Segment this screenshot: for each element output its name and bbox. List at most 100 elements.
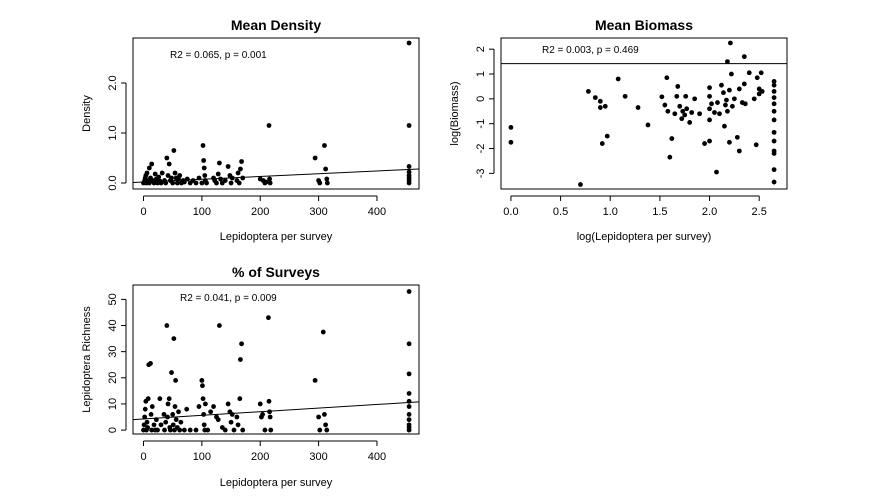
biomass-data-point: [645, 122, 651, 128]
biomass-data-point: [727, 40, 733, 46]
biomass-data-point: [672, 111, 678, 117]
biomass-data-point: [667, 154, 673, 160]
biomass-data-point: [728, 71, 734, 77]
surveys-data-point: [193, 427, 199, 433]
biomass-data-point: [707, 106, 712, 112]
surveys-data-point: [406, 411, 412, 417]
surveys-data-point: [145, 425, 150, 430]
biomass-data-point: [721, 90, 726, 96]
density-data-point: [149, 161, 155, 167]
density-data-point: [200, 143, 206, 148]
density-data-point: [239, 159, 244, 164]
biomass-data-point: [723, 102, 728, 108]
density-data-point: [174, 180, 180, 186]
surveys-data-point: [151, 422, 157, 428]
surveys-data-point: [231, 427, 237, 433]
biomass-data-point: [674, 93, 680, 99]
density-x-tick-label: 200: [251, 206, 269, 218]
biomass-y-tick-label: 2: [475, 46, 487, 52]
density-data-point: [169, 175, 174, 181]
biomass-data-point: [635, 105, 641, 110]
surveys-data-point: [267, 414, 273, 420]
surveys-data-point: [222, 427, 228, 433]
biomass-data-point: [771, 117, 777, 123]
density-data-point: [181, 179, 187, 185]
biomass-data-point: [717, 111, 722, 117]
surveys-data-point: [406, 417, 412, 423]
surveys-data-point: [177, 427, 183, 433]
biomass-data-point: [597, 105, 603, 110]
density-regression-annotation: R2 = 0.065, p = 0.001: [170, 50, 267, 61]
density-data-point: [146, 165, 152, 171]
density-data-point: [312, 155, 318, 161]
surveys-y-tick-label: 50: [107, 293, 119, 305]
density-data-point: [236, 180, 242, 186]
density-fit-line: [132, 168, 420, 183]
biomass-data-point: [677, 103, 683, 109]
surveys-data-point: [184, 406, 190, 412]
surveys-data-point: [266, 315, 271, 321]
biomass-title: Mean Biomass: [595, 17, 693, 33]
density-data-point: [164, 155, 170, 161]
biomass-data-point: [707, 85, 712, 91]
biomass-data-point: [707, 138, 712, 144]
biomass-data-point: [659, 94, 665, 100]
biomass-data-point: [604, 133, 610, 139]
biomass-data-point: [771, 79, 777, 84]
surveys-data-point: [158, 422, 164, 428]
biomass-data-point: [679, 116, 685, 122]
surveys-data-point: [170, 422, 176, 428]
surveys-data-point: [163, 419, 169, 425]
surveys-data-point: [324, 427, 330, 433]
biomass-data-point: [615, 76, 621, 82]
surveys-data-point: [406, 289, 412, 294]
density-data-point: [170, 180, 176, 186]
biomass-x-tick-label: 0.0: [503, 206, 518, 218]
surveys-data-point: [164, 323, 170, 328]
surveys-data-point: [228, 419, 234, 425]
biomass-x-tick-label: 2.5: [752, 206, 767, 218]
density-data-point: [215, 171, 221, 177]
surveys-y-axis-label: Lepidoptera Richness: [81, 306, 93, 413]
biomass-data-point: [758, 70, 764, 76]
biomass-data-point: [665, 108, 671, 114]
surveys-x-tick-label: 200: [251, 451, 269, 463]
biomass-data-point: [753, 142, 759, 148]
density-y-tick-label: 2.0: [107, 75, 119, 90]
density-data-point: [158, 180, 164, 186]
surveys-data-point: [205, 427, 211, 433]
biomass-data-point: [724, 97, 729, 103]
surveys-data-point: [266, 398, 272, 404]
biomass-data-point: [682, 112, 688, 118]
surveys-data-point: [169, 370, 174, 375]
biomass-x-tick-label: 0.5: [553, 206, 568, 218]
density-data-point: [171, 148, 177, 153]
surveys-data-point: [155, 427, 160, 433]
surveys-regression-annotation: R2 = 0.041, p = 0.009: [180, 293, 277, 304]
biomass-data-point: [675, 84, 681, 89]
surveys-plot-frame: [132, 284, 420, 435]
surveys-data-point: [237, 357, 243, 362]
surveys-data-point: [239, 341, 244, 347]
surveys-data-point: [200, 396, 206, 402]
surveys-data-point: [153, 417, 159, 423]
biomass-plot-frame: [500, 37, 788, 190]
density-panel: Mean Density Lepidoptera per survey Densit…: [81, 17, 420, 243]
density-data-point: [144, 170, 150, 176]
biomass-y-axis-label: log(Biomass): [449, 81, 461, 145]
surveys-panel: % of Surveys Lepidoptera per survey Lepido…: [81, 264, 420, 489]
surveys-data-point: [199, 378, 205, 383]
surveys-data-point: [178, 419, 184, 425]
biomass-data-point: [754, 75, 760, 81]
surveys-data-point: [215, 417, 221, 423]
density-data-point: [225, 164, 231, 169]
surveys-data-point: [148, 411, 154, 417]
density-data-point: [267, 176, 272, 182]
density-data-point: [163, 180, 169, 186]
density-data-point: [267, 180, 273, 186]
biomass-x-axis-label: log(Lepidoptera per survey): [577, 231, 712, 243]
density-data-point: [196, 175, 202, 181]
density-data-point: [152, 171, 158, 177]
biomass-data-point: [689, 110, 695, 115]
biomass-regression-annotation: R2 = 0.003, p = 0.469: [542, 45, 639, 56]
